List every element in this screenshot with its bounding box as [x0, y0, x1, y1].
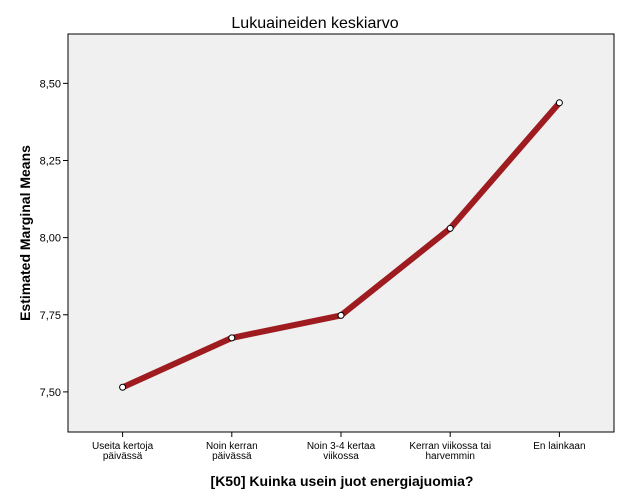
- data-points: [119, 99, 563, 391]
- y-tick-label: 8,50: [40, 78, 61, 90]
- y-tick-label: 7,50: [40, 387, 61, 399]
- plot-area: [67, 33, 615, 433]
- x-tick-label: Useita kertoja päivässä: [92, 441, 154, 462]
- x-tick-label: Noin kerran päivässä: [206, 441, 258, 462]
- x-tick-label: Noin 3-4 kertaa viikossa: [307, 441, 376, 462]
- x-axis-title: [K50] Kuinka usein juot energiajuomia?: [211, 473, 474, 489]
- data-point: [119, 383, 127, 391]
- x-tick-label: En lainkaan: [533, 441, 585, 452]
- y-tick-label: 8,00: [40, 233, 61, 245]
- y-axis: 7,50 7,75 8,00 8,25 8,50: [40, 78, 68, 399]
- chart-title: Lukuaineiden keskiarvo: [231, 15, 398, 32]
- x-tick-label: Kerran viikossa tai harvemmin: [409, 441, 491, 462]
- y-tick-label: 7,75: [40, 310, 61, 322]
- y-axis-title: Estimated Marginal Means: [17, 145, 33, 321]
- y-tick-label: 8,25: [40, 155, 61, 167]
- data-point: [228, 334, 236, 342]
- data-point: [555, 99, 563, 107]
- data-point: [337, 311, 345, 319]
- x-axis: Useita kertoja päivässä Noin kerran päiväss…: [92, 432, 586, 462]
- data-point: [446, 224, 454, 232]
